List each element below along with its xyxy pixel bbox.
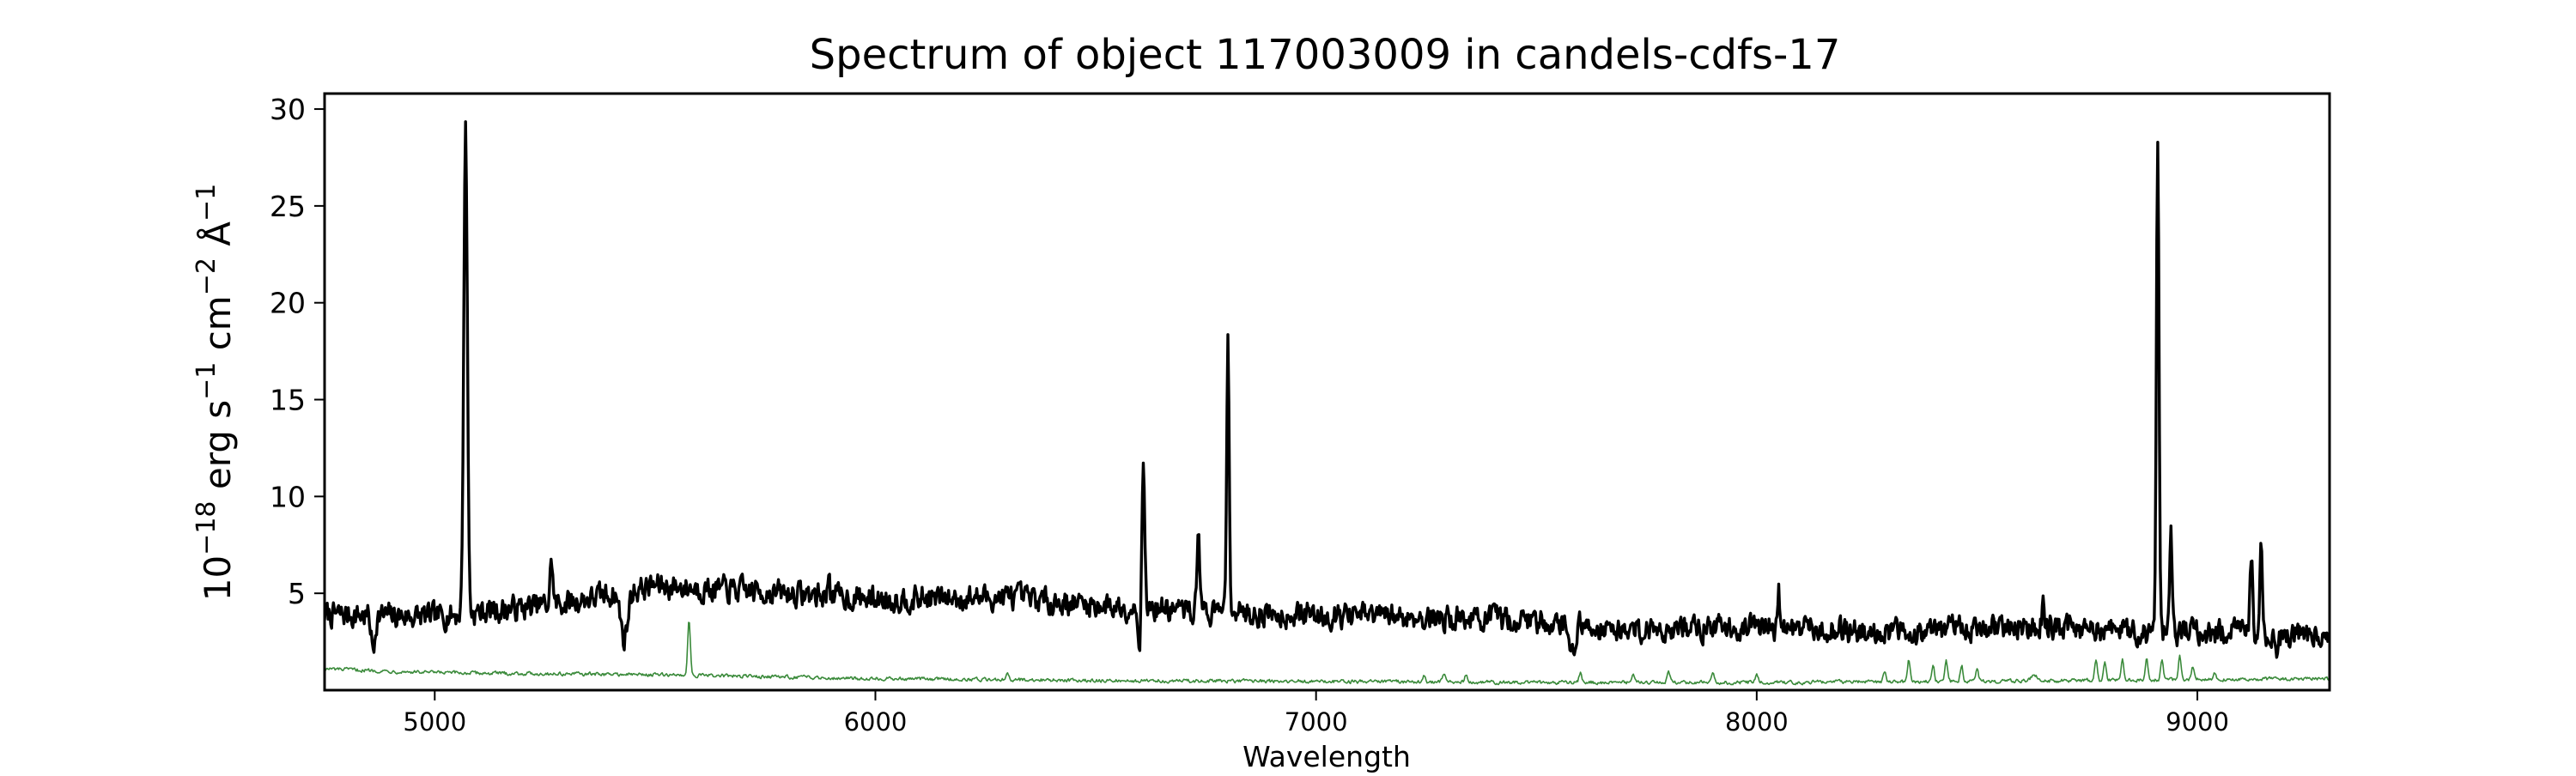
plot-area	[323, 92, 2331, 692]
y-tick-label: 15	[270, 384, 306, 417]
flux-series-line	[325, 120, 2330, 659]
y-axis: 5 10 15 20 25 30	[270, 93, 325, 610]
x-tick-label: 7000	[1285, 707, 1348, 737]
x-axis-label: Wavelength	[1242, 740, 1411, 773]
y-tick-label: 5	[288, 577, 306, 610]
x-axis: 5000 6000 7000 8000 9000	[403, 690, 2229, 737]
ylabel-exp-3: −2	[191, 258, 222, 295]
x-tick-label: 5000	[403, 707, 466, 737]
plot-frame	[323, 92, 2331, 692]
x-tick-label: 8000	[1725, 707, 1789, 737]
y-tick-label: 10	[270, 480, 306, 513]
ylabel-exp-1: −18	[191, 501, 222, 555]
y-axis-label: 10−18 erg s−1 cm−2 Å−1	[191, 184, 239, 602]
x-tick-label: 9000	[2166, 707, 2229, 737]
y-tick-label: 20	[270, 287, 306, 320]
ylabel-base: 10	[197, 555, 239, 601]
ylabel-exp-4: −1	[191, 184, 222, 221]
y-tick-label: 30	[270, 93, 306, 126]
y-tick-label: 25	[270, 190, 306, 223]
x-tick-label: 6000	[844, 707, 908, 737]
ylabel-exp-2: −1	[191, 362, 222, 400]
ylabel-unit-3: Å	[196, 221, 239, 258]
ylabel-unit-2: cm	[197, 295, 239, 361]
sky-series-line	[325, 621, 2330, 686]
chart-title: Spectrum of object 117003009 in candels-…	[810, 31, 1841, 79]
series-layer	[325, 120, 2330, 686]
ylabel-unit-1: erg s	[197, 400, 239, 501]
